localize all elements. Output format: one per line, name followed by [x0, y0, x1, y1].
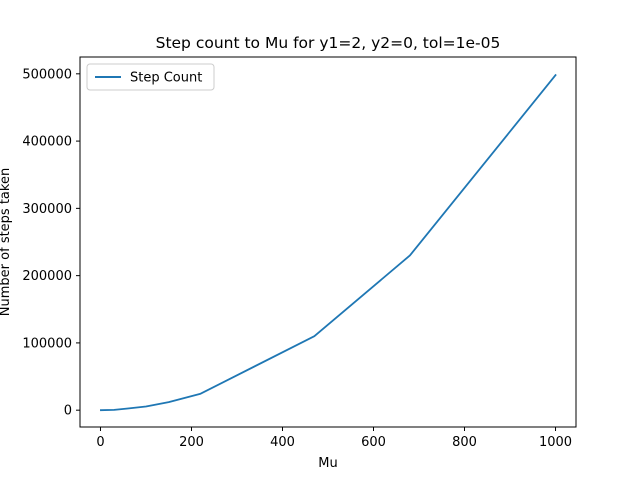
chart-title: Step count to Mu for y1=2, y2=0, tol=1e-… — [156, 34, 501, 52]
series-layer — [100, 73, 557, 412]
legend-box — [86, 63, 215, 91]
y-axis-ticks: 0 100000 200000 300000 400000 500000 — [22, 67, 80, 419]
y-tick-label: 100000 — [22, 336, 72, 351]
legend: Step Count — [86, 63, 215, 91]
plot-area: 0 200 400 600 800 1000 0 100000 200000 300000 400… — [22, 56, 577, 450]
y-tick-label: 300000 — [22, 202, 72, 217]
legend-label-step-count: Step Count — [130, 71, 202, 86]
x-tick-label: 800 — [452, 435, 477, 450]
y-axis-label: Number of steps taken — [0, 168, 13, 316]
x-axis-label: Mu — [318, 456, 337, 471]
x-tick-label: 200 — [179, 435, 204, 450]
y-tick-label: 500000 — [22, 67, 72, 82]
y-tick-label: 0 — [64, 404, 72, 419]
x-axis-ticks: 0 200 400 600 800 1000 — [96, 427, 572, 450]
x-tick-label: 400 — [270, 435, 295, 450]
y-tick-label: 400000 — [22, 135, 72, 150]
y-tick-label: 200000 — [22, 269, 72, 284]
x-tick-label: 600 — [361, 435, 386, 450]
axes-frame — [79, 56, 577, 428]
x-tick-label: 1000 — [539, 435, 572, 450]
x-tick-label: 0 — [96, 435, 104, 450]
series-line-0 — [100, 73, 557, 412]
